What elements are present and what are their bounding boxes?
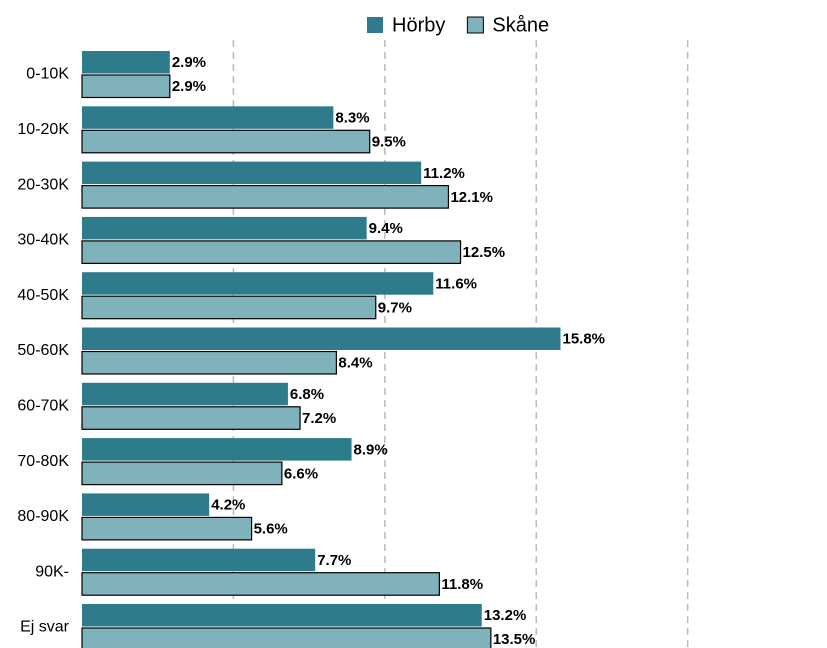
legend-label: Skåne <box>492 14 549 36</box>
y-tick-label: 10-20K <box>17 121 69 138</box>
y-tick-label: 0-10K <box>26 66 69 83</box>
value-label: 7.2% <box>302 410 336 427</box>
bar <box>82 438 352 461</box>
value-label: 8.9% <box>354 441 388 458</box>
value-label: 13.5% <box>493 631 536 648</box>
value-label: 9.7% <box>378 299 412 316</box>
bar <box>81 129 371 154</box>
value-label: 8.4% <box>338 355 372 372</box>
value-label: 13.2% <box>484 607 527 624</box>
bar <box>81 461 283 486</box>
value-label: 2.9% <box>172 78 206 95</box>
value-label: 11.8% <box>441 576 483 593</box>
bar <box>81 240 462 264</box>
bar <box>81 350 337 375</box>
y-tick-label: Ej svar <box>20 619 70 636</box>
value-label: 12.5% <box>463 244 506 261</box>
bar <box>82 548 316 572</box>
bar <box>81 516 253 541</box>
bar <box>82 604 482 627</box>
y-tick-label: 30-40K <box>17 232 69 249</box>
value-label: 5.6% <box>254 521 288 538</box>
value-label: 6.6% <box>284 465 318 482</box>
bar <box>82 382 288 406</box>
bar <box>82 51 170 74</box>
bar <box>82 106 334 129</box>
bar <box>81 185 450 209</box>
bar <box>82 272 434 295</box>
bar <box>81 74 171 99</box>
bar <box>82 327 561 350</box>
legend-label: Hörby <box>392 14 445 36</box>
value-label: 15.8% <box>562 331 605 348</box>
y-tick-label: 50-60K <box>17 342 69 359</box>
value-label: 2.9% <box>172 54 206 71</box>
value-label: 12.1% <box>450 189 493 206</box>
bar <box>82 493 210 516</box>
value-label: 6.8% <box>290 386 324 403</box>
bar <box>81 406 301 430</box>
value-label: 4.2% <box>211 497 245 514</box>
y-tick-label: 90K- <box>35 563 69 580</box>
value-label: 8.3% <box>335 110 369 127</box>
bar <box>82 161 422 185</box>
bar <box>81 572 440 596</box>
bar <box>82 216 367 240</box>
value-label: 9.5% <box>372 134 406 151</box>
value-label: 11.2% <box>423 165 465 182</box>
bar <box>81 295 377 320</box>
value-label: 9.4% <box>369 220 403 237</box>
y-tick-label: 20-30K <box>17 176 69 193</box>
value-label: 7.7% <box>317 552 351 569</box>
legend-swatch <box>466 16 484 34</box>
bar <box>81 627 492 648</box>
y-tick-label: 80-90K <box>17 508 69 525</box>
y-tick-label: 60-70K <box>17 398 69 415</box>
legend-swatch <box>367 17 383 33</box>
value-label: 11.6% <box>435 275 477 292</box>
y-tick-label: 40-50K <box>17 287 69 304</box>
y-tick-label: 70-80K <box>17 453 69 470</box>
